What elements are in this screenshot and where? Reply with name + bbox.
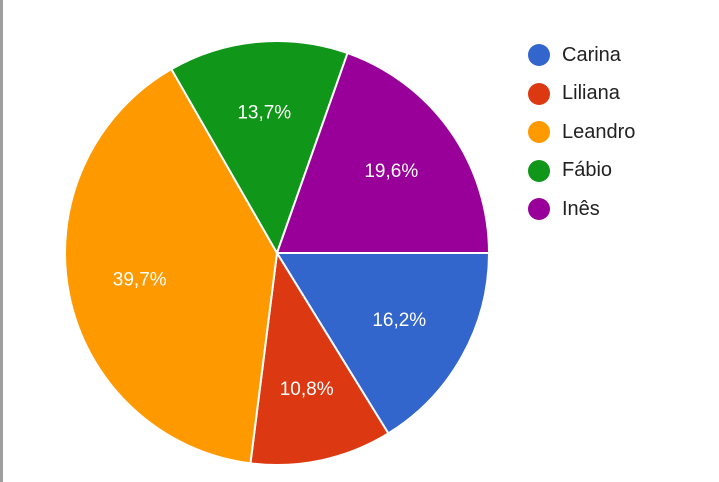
window-edge — [0, 0, 3, 482]
pie-slice-liliana[interactable] — [249, 250, 390, 466]
legend-item-liliana[interactable]: Liliana — [528, 75, 635, 114]
slice-label-fabio: 13,7% — [237, 103, 291, 124]
slice-label-carina: 16,2% — [372, 310, 426, 331]
legend-swatch-carina — [528, 44, 550, 67]
legend-label-leandro: Leandro — [562, 120, 636, 143]
legend-label-ines: Inês — [562, 197, 600, 220]
legend-swatch-fabio — [528, 159, 550, 182]
pie-slice-leandro[interactable] — [64, 67, 279, 465]
legend-swatch-ines — [528, 198, 550, 221]
pie-slice-fabio[interactable] — [170, 40, 349, 256]
legend-item-leandro[interactable]: Leandro — [528, 113, 635, 152]
legend-item-fabio[interactable]: Fábio — [528, 152, 635, 191]
pie-slice-ines[interactable] — [275, 51, 491, 254]
legend-label-liliana: Liliana — [562, 82, 620, 105]
legend: Carina Liliana Leandro Fábio Inês — [528, 36, 635, 229]
legend-swatch-leandro — [528, 121, 550, 144]
legend-item-carina[interactable]: Carina — [528, 36, 635, 75]
legend-swatch-liliana — [528, 82, 550, 105]
legend-label-carina: Carina — [562, 43, 621, 66]
slice-label-ines: 19,6% — [364, 161, 418, 182]
slice-label-liliana: 10,8% — [280, 379, 334, 400]
legend-label-fabio: Fábio — [562, 159, 613, 182]
legend-item-ines[interactable]: Inês — [528, 190, 635, 229]
pie-slice-carina[interactable] — [275, 252, 491, 435]
slice-label-leandro: 39,7% — [113, 270, 167, 291]
